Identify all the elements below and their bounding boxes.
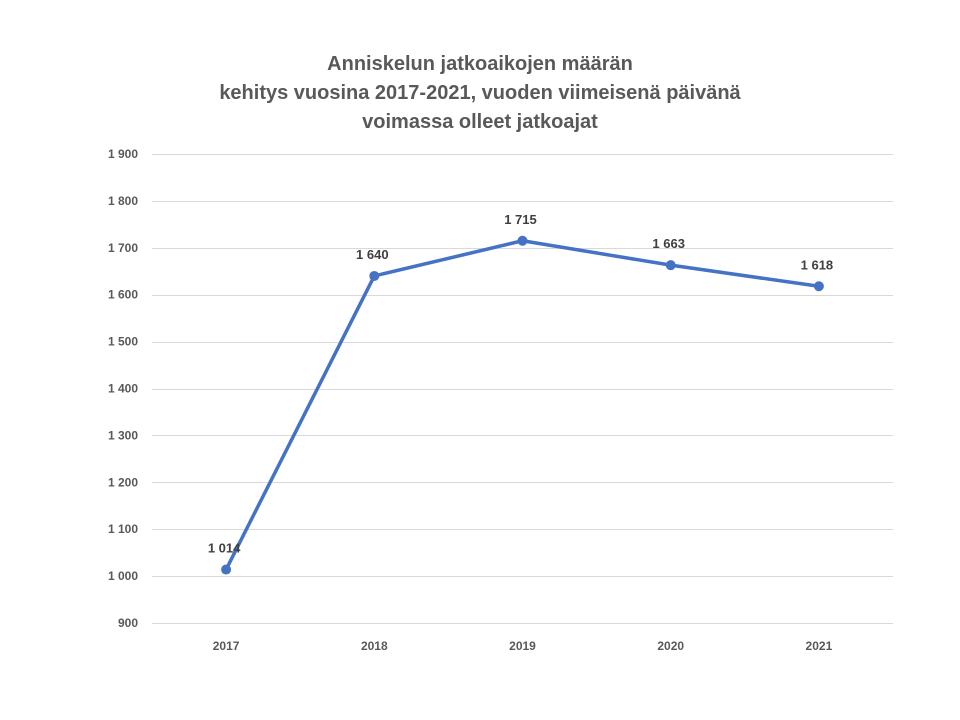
data-label: 1 663 [652,236,685,251]
data-point [221,564,232,575]
x-axis-ticks: 2017 2018 2019 2020 2021 [213,639,833,653]
data-point [813,281,824,292]
y-tick-label: 1 900 [108,147,138,161]
y-tick-label: 1 700 [108,241,138,255]
y-tick-label: 1 600 [108,288,138,302]
data-label: 1 640 [356,247,389,262]
data-point [517,235,528,246]
y-tick-label: 1 800 [108,194,138,208]
y-tick-label: 1 000 [108,569,138,583]
y-tick-label: 1 300 [108,428,138,442]
y-tick-label: 1 400 [108,382,138,396]
x-tick-label: 2017 [213,639,240,653]
gridlines [152,154,893,624]
y-tick-label: 1 200 [108,475,138,489]
chart-title-line-2: kehitys vuosina 2017-2021, vuoden viimei… [219,82,741,104]
data-point [369,270,380,281]
series-line [224,239,821,572]
data-label: 1 618 [801,257,834,272]
x-tick-label: 2019 [509,639,536,653]
chart-title-line-3: voimassa olleet jatkoajat [362,111,598,133]
y-tick-label: 1 100 [108,522,138,536]
data-labels: 1 014 1 640 1 715 1 663 1 618 [208,212,833,556]
series [221,235,824,575]
data-point [665,260,676,271]
x-tick-label: 2020 [657,639,684,653]
data-label: 1 014 [208,541,241,556]
chart-title: Anniskelun jatkoaikojen määrän kehitys v… [0,50,960,137]
y-tick-label: 1 500 [108,335,138,349]
chart-title-line-1: Anniskelun jatkoaikojen määrän [327,53,633,75]
y-axis-ticks: 900 1 000 1 100 1 200 1 300 1 400 1 500 1 600 1 … [108,147,138,630]
x-tick-label: 2021 [806,639,833,653]
y-tick-label: 900 [118,616,138,630]
data-label: 1 715 [504,212,537,227]
x-tick-label: 2018 [361,639,388,653]
